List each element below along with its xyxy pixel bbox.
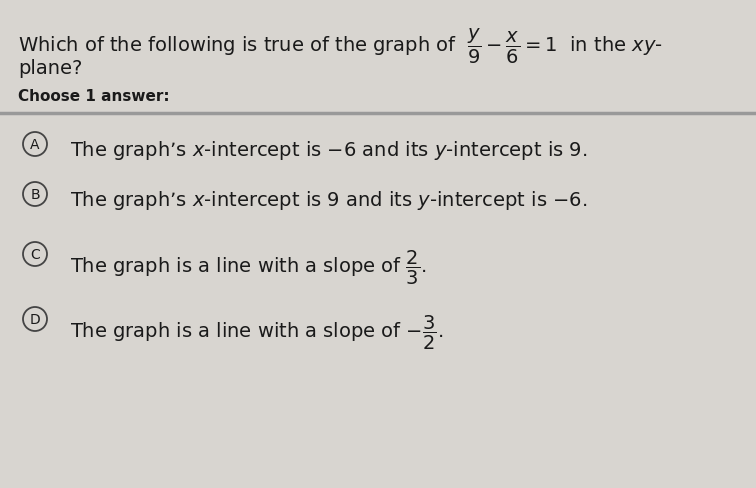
Text: C: C xyxy=(30,247,40,262)
Text: Choose 1 answer:: Choose 1 answer: xyxy=(18,89,169,104)
Text: plane?: plane? xyxy=(18,59,82,78)
Text: Which of the following is true of the graph of  $\dfrac{y}{9} - \dfrac{x}{6} = 1: Which of the following is true of the gr… xyxy=(18,27,663,66)
Text: The graph is a line with a slope of $\dfrac{2}{3}$.: The graph is a line with a slope of $\df… xyxy=(70,248,427,286)
Text: D: D xyxy=(29,312,40,326)
Text: The graph’s $x$-intercept is $9$ and its $y$-intercept is $-6$.: The graph’s $x$-intercept is $9$ and its… xyxy=(70,189,587,212)
Text: B: B xyxy=(30,187,40,202)
Text: The graph is a line with a slope of $-\dfrac{3}{2}$.: The graph is a line with a slope of $-\d… xyxy=(70,313,443,351)
Text: A: A xyxy=(30,138,40,152)
Text: The graph’s $x$-intercept is $-6$ and its $y$-intercept is $9$.: The graph’s $x$-intercept is $-6$ and it… xyxy=(70,139,587,162)
